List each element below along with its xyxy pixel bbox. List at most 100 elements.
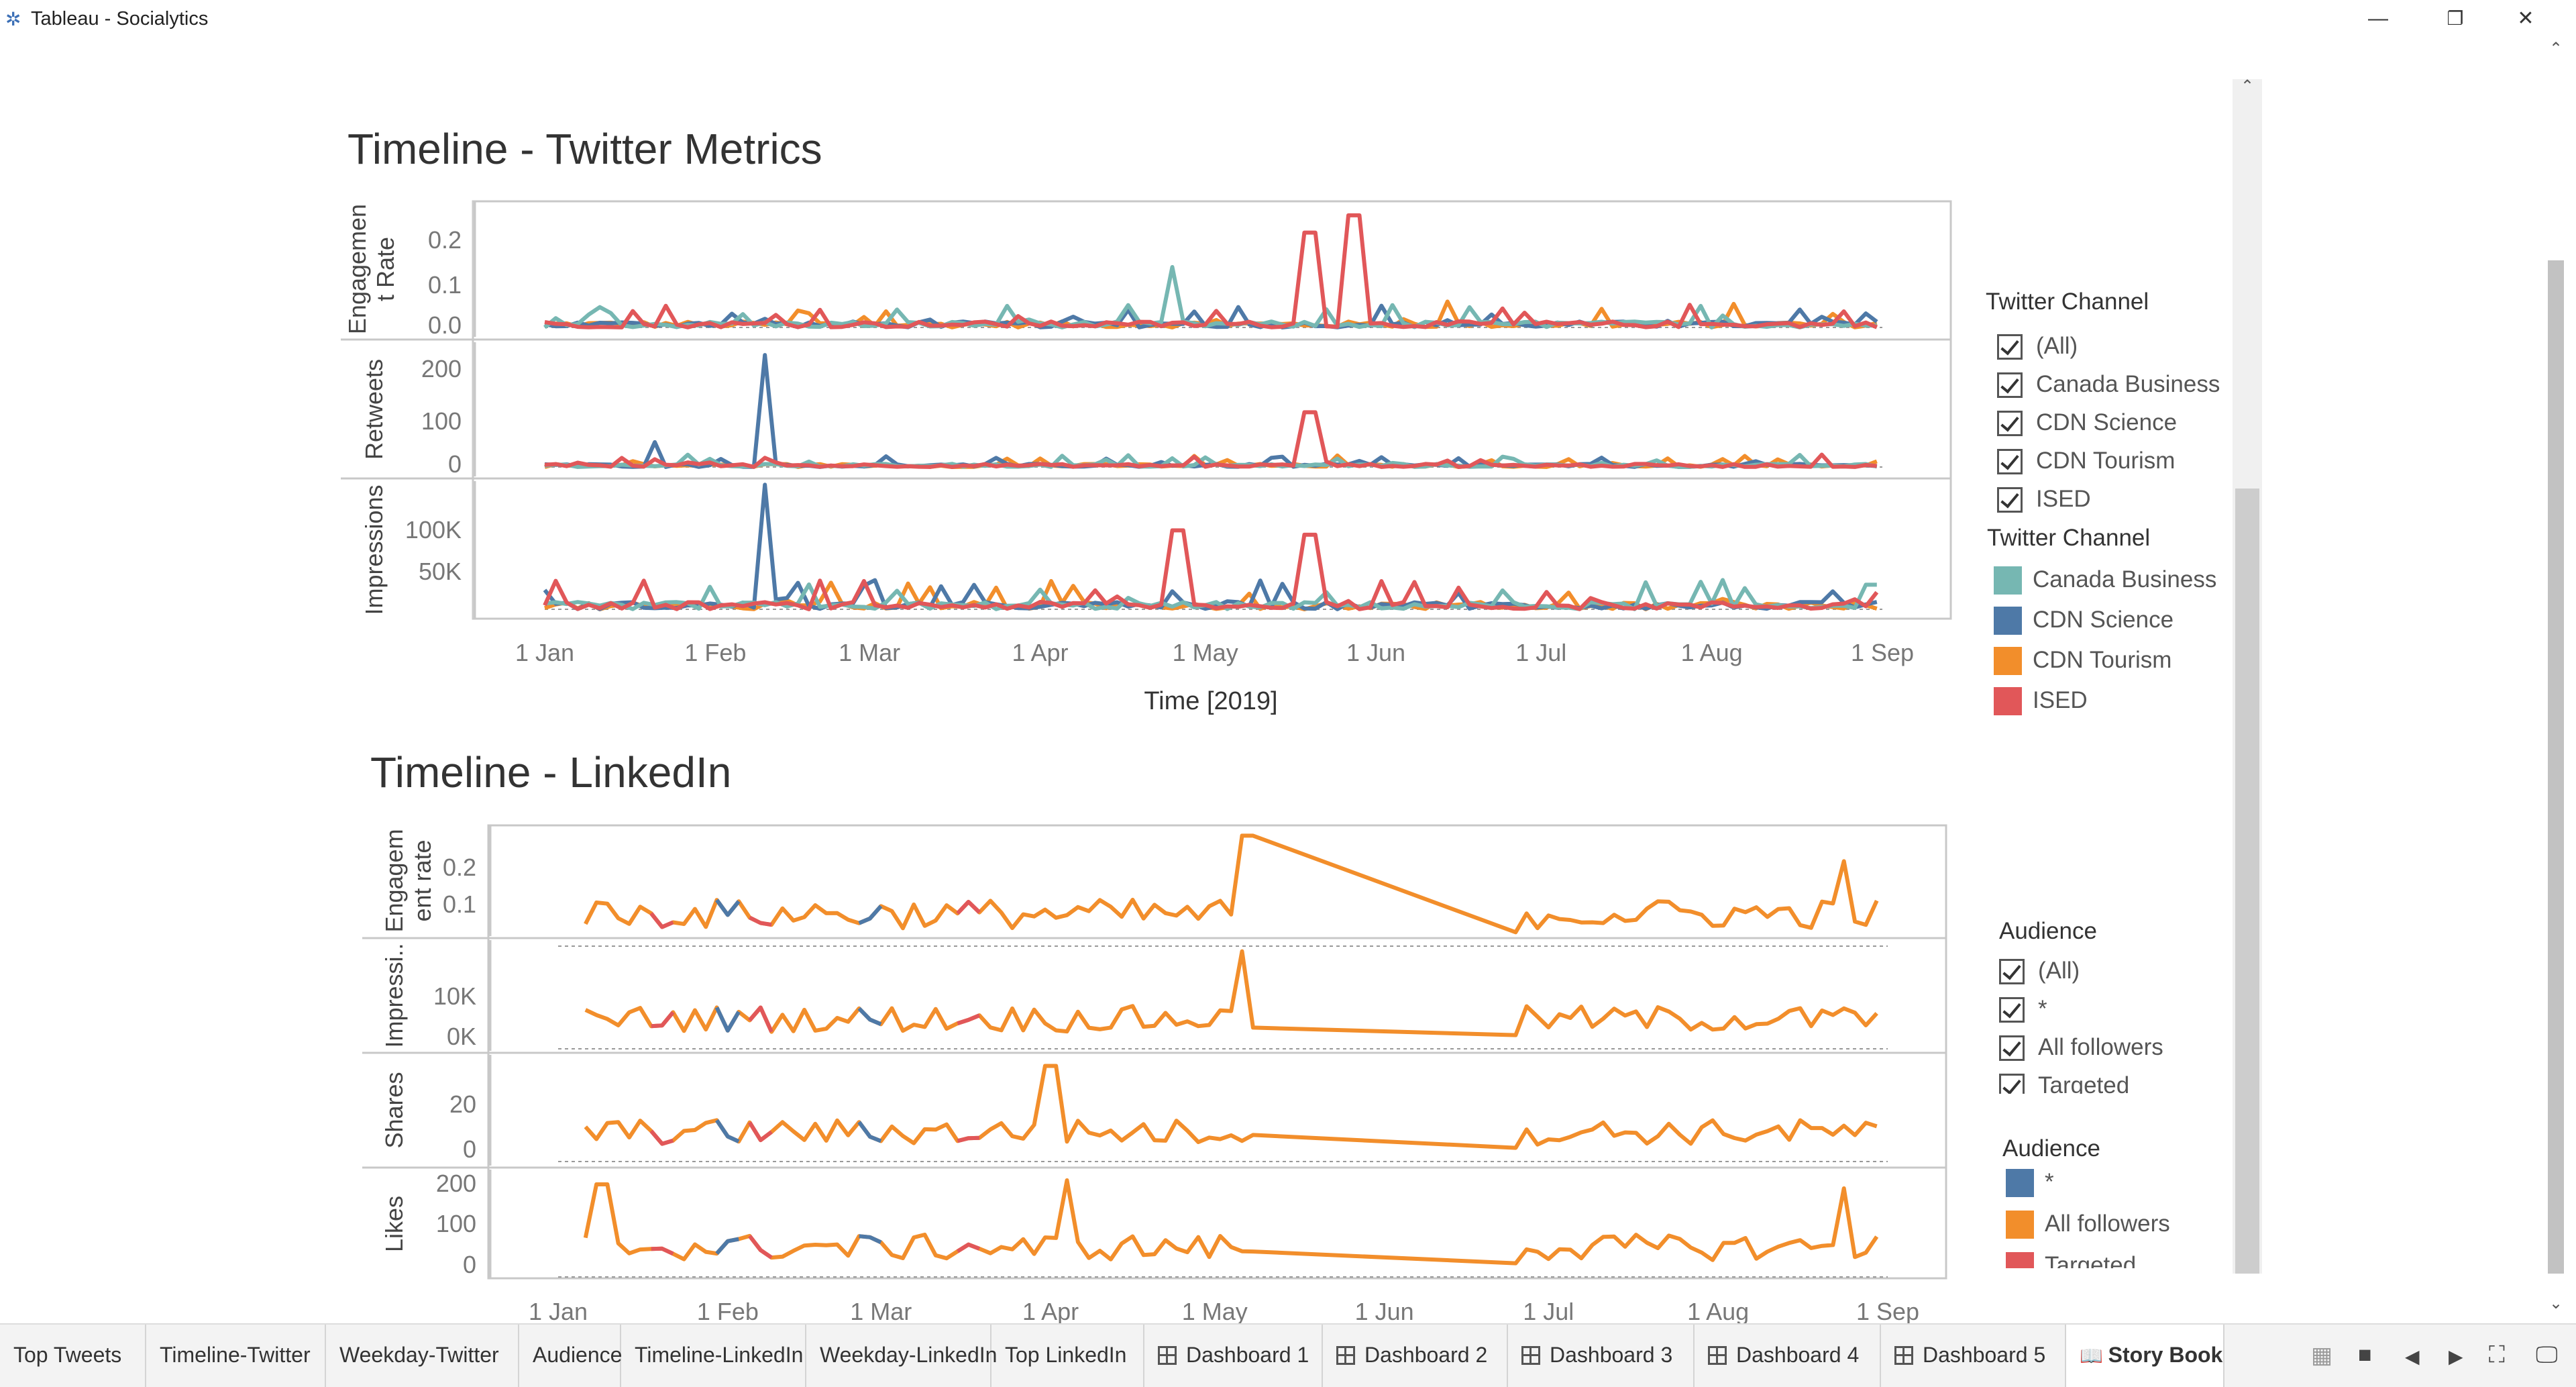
- series-line-targeted[interactable]: [956, 1242, 981, 1253]
- audience-legend-item[interactable]: Targeted: [2006, 1249, 2227, 1268]
- series-line-all-followers[interactable]: [584, 949, 1878, 1037]
- fullscreen-icon[interactable]: ⛶: [2489, 1342, 2505, 1368]
- series-line-star[interactable]: [715, 1237, 739, 1255]
- twitter-channel-filter-item[interactable]: CDN Tourism: [1997, 446, 2265, 476]
- series-line-targeted[interactable]: [748, 1005, 773, 1033]
- audience-legend-label: Targeted: [2045, 1252, 2137, 1268]
- restore-button[interactable]: ❐: [2447, 8, 2464, 29]
- previous-sheet-icon[interactable]: ◀: [2405, 1346, 2420, 1367]
- twitter-channel-legend-item[interactable]: CDN Science: [1994, 604, 2262, 635]
- series-line-star[interactable]: [715, 1119, 740, 1143]
- tab-dashboard-2[interactable]: Dashboard 2: [1323, 1325, 1508, 1387]
- scroll-down-arrow-icon[interactable]: ⌄: [2549, 1294, 2563, 1313]
- audience-legend-item[interactable]: All followers: [2006, 1208, 2227, 1239]
- checkbox-checked-icon[interactable]: [1999, 997, 2025, 1023]
- twitter-channel-filter-item[interactable]: CDN Science: [1997, 408, 2265, 438]
- twitter-channel-filter-item[interactable]: (All): [1997, 331, 2265, 361]
- series-line-star[interactable]: [857, 1007, 882, 1027]
- tab-timeline-linkedin[interactable]: Timeline-LinkedIn: [621, 1325, 806, 1387]
- tab-audience[interactable]: Audience: [519, 1325, 622, 1387]
- series-line-star[interactable]: [859, 1234, 882, 1245]
- audience-filter-item[interactable]: All followers: [1999, 1033, 2220, 1062]
- filmstrip-view-icon[interactable]: ■: [2358, 1342, 2372, 1368]
- story-scrollbar-thumb[interactable]: [2235, 489, 2259, 1274]
- color-swatch: [1994, 607, 2022, 635]
- twitter-channel-legend-item[interactable]: Canada Business: [1994, 564, 2262, 595]
- series-line-targeted[interactable]: [651, 1246, 674, 1256]
- series-line-ised[interactable]: [544, 213, 1878, 329]
- series-line-canada-business[interactable]: [544, 578, 1877, 611]
- presentation-mode-icon[interactable]: 🖵: [2536, 1342, 2558, 1368]
- dashboard-icon: [1158, 1346, 1177, 1365]
- y-tick-label: 0.1: [443, 890, 476, 918]
- pane-label-text: Likes: [380, 1196, 408, 1252]
- pane-label-text: Retweets: [360, 359, 388, 460]
- checkbox-checked-icon[interactable]: [1997, 411, 2023, 436]
- twitter-channel-legend-item[interactable]: ISED: [1994, 684, 2262, 715]
- tab-label: Timeline-LinkedIn: [635, 1343, 804, 1367]
- checkbox-checked-icon[interactable]: [1997, 372, 2023, 398]
- outer-scrollbar[interactable]: ⌃ ⌄: [2542, 32, 2569, 1321]
- series-line-all-followers[interactable]: [584, 1064, 1878, 1150]
- y-tick-label: 0.2: [443, 854, 476, 881]
- series-line-targeted[interactable]: [649, 912, 674, 929]
- series-line-targeted[interactable]: [957, 1013, 981, 1025]
- twitter-channel-legend-title: Twitter Channel: [1987, 525, 2151, 551]
- tab-story-book[interactable]: 📖 Story Book: [2066, 1325, 2224, 1387]
- series-line-cdn-science[interactable]: [543, 482, 1878, 611]
- audience-filter-item[interactable]: *: [1999, 994, 2220, 1024]
- audience-filter-item[interactable]: Targeted: [1999, 1071, 2220, 1094]
- tab-dashboard-5[interactable]: Dashboard 5: [1881, 1325, 2066, 1387]
- tab-dashboard-3[interactable]: Dashboard 3: [1508, 1325, 1695, 1387]
- checkbox-checked-icon[interactable]: [1999, 1035, 2025, 1061]
- audience-filter-label: All followers: [2038, 1034, 2163, 1060]
- series-line-targeted[interactable]: [649, 1129, 674, 1146]
- tab-dashboard-4[interactable]: Dashboard 4: [1695, 1325, 1881, 1387]
- series-line-targeted[interactable]: [651, 1011, 675, 1029]
- series-line-targeted[interactable]: [749, 915, 772, 927]
- tab-timeline-twitter[interactable]: Timeline-Twitter: [146, 1325, 326, 1387]
- story-scroll-up-icon[interactable]: ⌃: [2241, 77, 2255, 95]
- series-line-star[interactable]: [715, 898, 741, 917]
- tab-top-linkedin[interactable]: Top LinkedIn: [991, 1325, 1144, 1387]
- twitter-channel-legend-item[interactable]: CDN Tourism: [1994, 644, 2262, 675]
- series-line-all-followers[interactable]: [584, 833, 1879, 935]
- tab-weekday-linkedin[interactable]: Weekday-LinkedIn: [806, 1325, 997, 1387]
- tab-weekday-twitter[interactable]: Weekday-Twitter: [326, 1325, 519, 1387]
- tableau-logo-icon: ✲: [5, 9, 21, 30]
- outer-scrollbar-thumb[interactable]: [2548, 260, 2564, 1274]
- tab-top-tweets[interactable]: Top Tweets: [0, 1325, 146, 1387]
- series-line-targeted[interactable]: [957, 1135, 980, 1143]
- series-line-targeted[interactable]: [748, 1235, 773, 1260]
- audience-legend-item[interactable]: *: [2006, 1166, 2227, 1197]
- checkbox-checked-icon[interactable]: [1999, 1074, 2025, 1094]
- close-button[interactable]: ✕: [2517, 7, 2534, 30]
- checkbox-checked-icon[interactable]: [1997, 449, 2023, 474]
- series-line-star[interactable]: [858, 905, 883, 925]
- series-line-star[interactable]: [714, 1007, 741, 1033]
- minimize-button[interactable]: —: [2368, 7, 2388, 30]
- checkbox-checked-icon[interactable]: [1997, 334, 2023, 360]
- series-line-star[interactable]: [857, 1121, 882, 1143]
- checkbox-checked-icon[interactable]: [1997, 487, 2023, 513]
- twitter-channel-filter-item[interactable]: ISED: [1997, 484, 2265, 514]
- story-scrollbar[interactable]: ⌃: [2233, 77, 2262, 1274]
- grid-view-icon[interactable]: ▦: [2311, 1343, 2333, 1368]
- twitter-channel-filter-item[interactable]: Canada Business: [1997, 370, 2265, 399]
- series-line-all-followers[interactable]: [583, 1178, 1879, 1266]
- series-line-canada-business[interactable]: [544, 452, 1878, 469]
- audience-filter-item[interactable]: (All): [1999, 956, 2220, 986]
- checkbox-checked-icon[interactable]: [1999, 959, 2025, 984]
- series-line-ised[interactable]: [544, 410, 1878, 469]
- series-line-targeted[interactable]: [956, 900, 981, 915]
- series-line-targeted[interactable]: [747, 1121, 773, 1143]
- tab-dashboard-1[interactable]: Dashboard 1: [1144, 1325, 1323, 1387]
- series-line-ised[interactable]: [543, 528, 1879, 611]
- series-line-cdn-science[interactable]: [544, 353, 1878, 469]
- dashboard-icon: [1521, 1346, 1540, 1365]
- tab-label: Dashboard 2: [1364, 1343, 1488, 1367]
- color-swatch: [1994, 687, 2022, 715]
- twitter-dashboard-title: Timeline - Twitter Metrics: [347, 125, 822, 173]
- next-sheet-icon[interactable]: ▶: [2449, 1346, 2463, 1367]
- scroll-up-arrow-icon[interactable]: ⌃: [2549, 40, 2563, 58]
